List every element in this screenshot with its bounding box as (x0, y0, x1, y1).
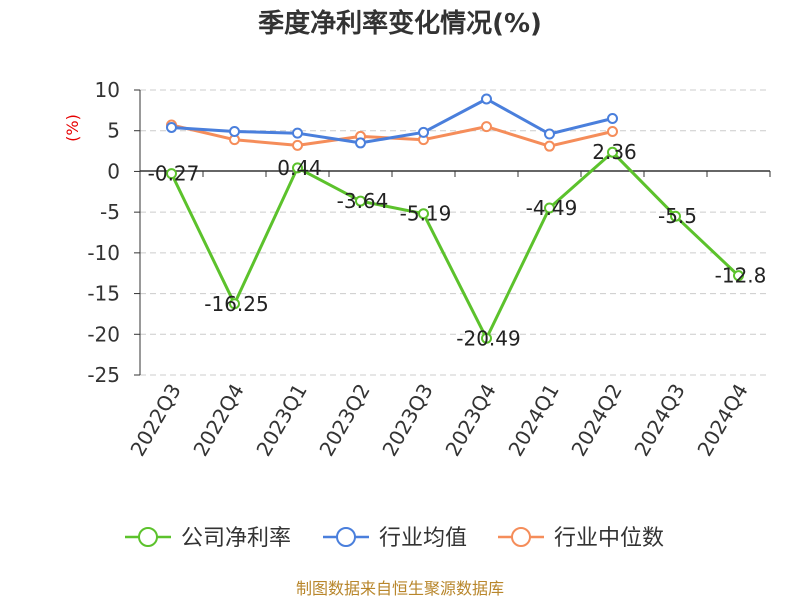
data-label: -0.27 (148, 162, 200, 186)
data-label: 0.44 (277, 156, 322, 180)
source-note: 制图数据来自恒生聚源数据库 (296, 579, 504, 598)
legend-label: 公司净利率 (181, 526, 291, 551)
x-tick-label: 2024Q3 (629, 380, 689, 461)
data-label: -4.49 (526, 196, 578, 220)
data-point (292, 162, 303, 174)
y-tick-label: 0 (107, 159, 120, 183)
data-point (355, 137, 366, 149)
data-point (544, 128, 555, 140)
x-tick-label: 2024Q4 (692, 380, 752, 461)
data-point (166, 168, 177, 180)
data-point (292, 139, 303, 151)
data-point (355, 195, 366, 207)
y-tick-label: 5 (107, 119, 120, 143)
legend-swatch-marker (138, 527, 158, 547)
data-point (418, 126, 429, 138)
series-line (171, 97, 613, 145)
chart-title: 季度净利率变化情况(%) (258, 8, 542, 39)
data-point (733, 270, 744, 282)
y-tick-label: -5 (100, 200, 120, 224)
data-point (292, 127, 303, 139)
data-point (229, 298, 240, 310)
data-label: -3.64 (337, 189, 389, 213)
legend-label: 行业均值 (379, 526, 467, 551)
data-point (544, 140, 555, 152)
data-label: -16.25 (204, 292, 268, 316)
x-tick-label: 2023Q2 (314, 380, 374, 461)
series-line (170, 150, 740, 340)
data-label: 2.36 (592, 140, 637, 164)
data-label: -12.8 (715, 264, 767, 288)
x-tick-label: 2024Q2 (566, 380, 626, 461)
data-point (544, 202, 555, 214)
data-point (481, 93, 492, 105)
data-point (166, 121, 177, 133)
data-point (481, 121, 492, 133)
y-tick-label: -10 (87, 241, 120, 265)
legend-swatch-marker (511, 527, 531, 547)
data-point (229, 126, 240, 138)
series-lines (166, 93, 744, 344)
x-tick-label: 2023Q3 (377, 380, 437, 461)
data-label: -20.49 (456, 326, 520, 350)
x-tick-label: 2022Q3 (125, 380, 185, 461)
y-tick-label: -15 (87, 282, 120, 306)
legend-label: 行业中位数 (554, 526, 664, 551)
data-point (481, 332, 492, 344)
y-tick-label: 10 (95, 78, 120, 102)
data-point (670, 210, 681, 222)
legend-swatch-marker (336, 527, 356, 547)
data-point (418, 208, 429, 220)
data-point (607, 113, 618, 124)
legend: 公司净利率 行业均值 行业中位数 (125, 526, 664, 551)
data-point (607, 126, 618, 138)
y-tick-label: -25 (87, 363, 120, 387)
data-point (607, 146, 618, 158)
y-tick-label: -20 (87, 322, 120, 346)
x-tick-label: 2023Q1 (251, 380, 311, 461)
x-tick-label: 2022Q4 (188, 380, 248, 461)
x-tick-label: 2024Q1 (503, 380, 563, 461)
data-label: -5.19 (400, 202, 452, 226)
data-labels: -0.27 -16.25 0.44 -3.64 -5.19 -20.49 -4.49 2.36… (148, 140, 767, 350)
data-label: -5.5 (658, 204, 697, 228)
x-tick-label: 2023Q4 (440, 380, 500, 461)
y-axis-label: (%) (63, 114, 82, 142)
